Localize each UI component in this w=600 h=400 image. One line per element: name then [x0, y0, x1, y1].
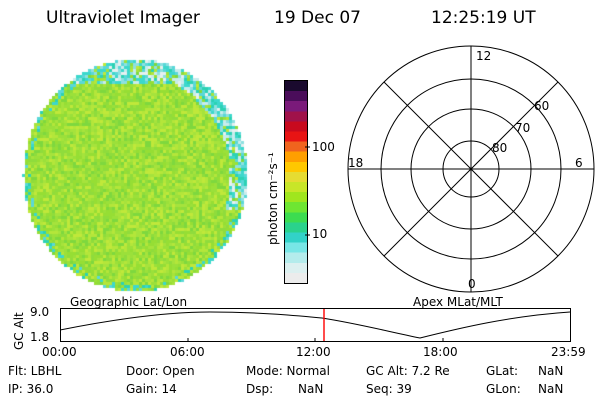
time-tick-2359: 23:59: [551, 345, 586, 359]
status-glon-label: GLon:: [486, 382, 521, 396]
observation-date: 19 Dec 07: [274, 8, 361, 28]
time-tick-0600: 06:00: [170, 345, 205, 359]
status-filter: Flt: LBHL: [8, 364, 62, 378]
status-gain: Gain: 14: [126, 382, 177, 396]
status-gcalt: GC Alt: 7.2 Re: [366, 364, 450, 378]
polar-mlat-mlt-grid: 12 18 6 0 60 70 80: [347, 45, 595, 293]
status-dsp-value: NaN: [298, 382, 324, 396]
status-seq: Seq: 39: [366, 382, 412, 396]
colorbar-tick-10: 10: [312, 227, 328, 241]
status-door: Door: Open: [126, 364, 195, 378]
polar-label-12: 12: [476, 49, 491, 63]
observation-time: 12:25:19 UT: [431, 8, 536, 28]
polar-label-0: 0: [468, 277, 476, 291]
plot-frame: [60, 308, 571, 342]
polar-label-6: 6: [575, 156, 583, 170]
polar-lat-80: 80: [492, 141, 507, 155]
gc-altitude-plot: [60, 308, 571, 342]
status-mode: Mode: Normal: [246, 364, 330, 378]
colorbar-tick-100: 100: [312, 140, 335, 154]
colorbar-tick-marks: [305, 146, 310, 236]
timeline-right-caption: Apex MLat/MLT: [413, 295, 503, 309]
status-dsp-label: Dsp:: [246, 382, 274, 396]
status-ip: IP: 36.0: [8, 382, 54, 396]
timeline-left-caption: Geographic Lat/Lon: [70, 295, 188, 309]
polar-diagonal-2: [383, 81, 559, 257]
status-glon-value: NaN: [538, 382, 564, 396]
polar-lat-60: 60: [534, 99, 549, 113]
time-tick-1200: 12:00: [296, 345, 331, 359]
polar-label-18: 18: [348, 156, 363, 170]
timeline-y-axis-label: GC Alt: [12, 312, 26, 350]
status-glat-value: NaN: [538, 364, 564, 378]
instrument-title: Ultraviolet Imager: [46, 8, 200, 28]
status-glat-label: GLat:: [486, 364, 519, 378]
polar-lat-70: 70: [515, 121, 530, 135]
colorbar-unit-label: photon cm⁻²s⁻¹: [266, 152, 280, 245]
time-tick-1800: 18:00: [423, 345, 458, 359]
gc-altitude-curve: [60, 311, 571, 339]
timeline-y-max: 9.0: [30, 305, 50, 319]
uv-image-disk: [16, 54, 256, 294]
time-tick-0000: 00:00: [42, 345, 77, 359]
color-scale-bar: [284, 80, 308, 284]
timeline-y-min: 1.8: [30, 330, 50, 344]
